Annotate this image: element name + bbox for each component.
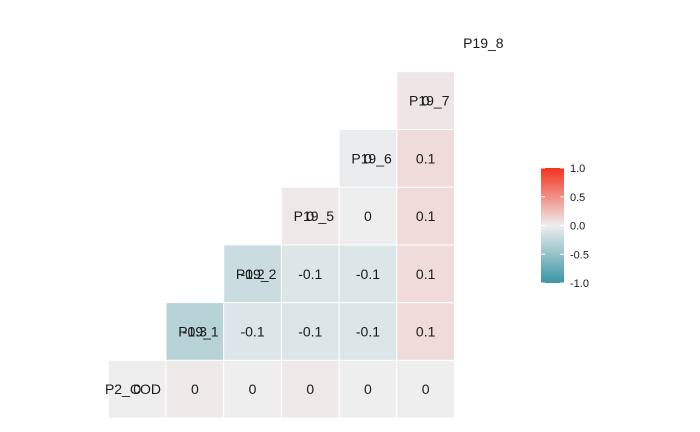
- variable-label: P19_1: [178, 323, 219, 339]
- heatmap-cell: [107, 359, 167, 419]
- cell-value-label: -0.3: [183, 323, 207, 339]
- heatmap-cell: [396, 359, 455, 419]
- cell-value-label: 0.1: [416, 323, 436, 339]
- cell-value-label: 0: [364, 150, 372, 166]
- variable-label: P19_6: [351, 150, 392, 166]
- cell-value-label: 0: [306, 381, 314, 397]
- cell-value-label: 0: [364, 381, 372, 397]
- heatmap-cell: [338, 244, 398, 304]
- cell-value-label: 0: [306, 208, 314, 224]
- heatmap-cell: [223, 244, 282, 304]
- heatmap-cell: [396, 186, 455, 246]
- variable-label: P19_2: [236, 266, 277, 282]
- heatmap-cells: 0 0 0 0 0 0 -0.3 -0.1 -0.1 -0.1 0.1 -0.2 -0.1 -0.1 0.1…: [107, 71, 455, 419]
- heatmap-cell: [280, 302, 340, 361]
- legend-tick-label: 1.0: [570, 163, 585, 175]
- legend-tick-label: -1.0: [570, 278, 589, 290]
- heatmap-cell: [165, 302, 225, 361]
- cell-value-label: 0.1: [416, 208, 436, 224]
- cell-value-label: 0: [422, 381, 430, 397]
- legend-tick-label: -0.5: [570, 249, 589, 261]
- heatmap-cell: [396, 71, 455, 131]
- cell-value-label: -0.1: [298, 323, 322, 339]
- cell-value-label: 0: [133, 381, 141, 397]
- heatmap-cell: [396, 129, 455, 188]
- cell-value-label: -0.1: [240, 323, 264, 339]
- cell-value-label: 0.1: [416, 266, 436, 282]
- cell-value-label: -0.1: [298, 266, 322, 282]
- cell-value-label: -0.1: [356, 266, 380, 282]
- heatmap-cell: [280, 359, 340, 419]
- cell-value-label: 0.1: [416, 150, 436, 166]
- variable-label: P19_7: [409, 93, 450, 109]
- cell-value-label: 0: [422, 93, 430, 109]
- variable-label: P19_5: [294, 208, 335, 224]
- legend-colorbar: [541, 168, 564, 283]
- heatmap-cell: [280, 186, 340, 246]
- heatmap-cell: [223, 302, 282, 361]
- heatmap-cell: [165, 359, 225, 419]
- cell-value-label: -0.2: [240, 266, 264, 282]
- heatmap-cell: [396, 302, 455, 361]
- variable-label: P2_COD: [105, 381, 161, 397]
- legend-tick-label: 0.5: [570, 192, 585, 204]
- cell-value-label: 0: [191, 381, 199, 397]
- row-labels: P2_COD P19_1 P19_2 P19_5 P19_6 P19_7 P19_8: [105, 35, 504, 397]
- cell-value-label: 0: [364, 208, 372, 224]
- heatmap-cell: [338, 129, 398, 188]
- legend-tick-label: 0.0: [570, 221, 585, 233]
- heatmap-cell: [280, 244, 340, 304]
- legend-ticks: 1.0 0.5 0.0 -0.5 -1.0: [541, 163, 589, 290]
- variable-label: P19_8: [463, 35, 504, 51]
- cell-value-label: -0.1: [356, 323, 380, 339]
- cell-value-label: 0: [249, 381, 257, 397]
- color-legend: 1.0 0.5 0.0 -0.5 -1.0: [541, 163, 589, 290]
